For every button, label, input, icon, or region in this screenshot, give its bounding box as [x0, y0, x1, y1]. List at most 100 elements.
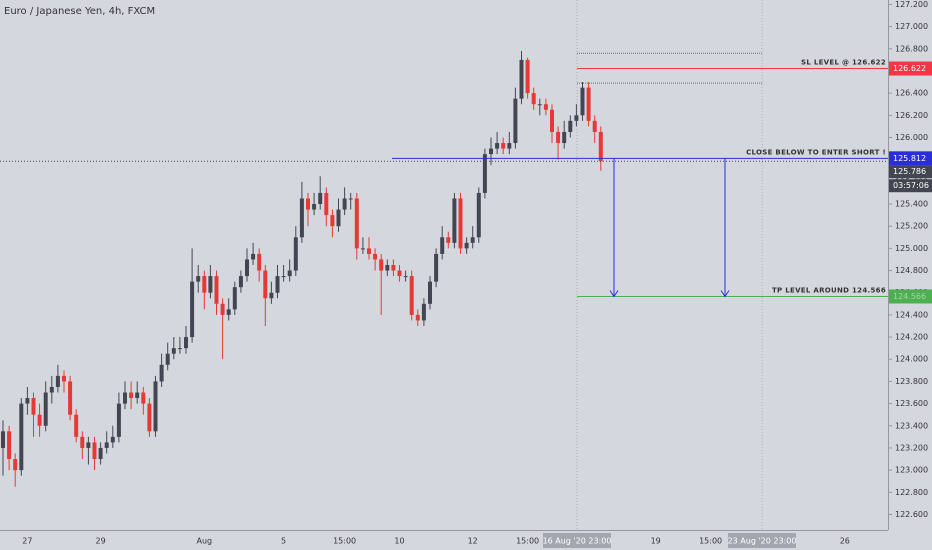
level-price-box: [889, 289, 932, 304]
y-tick-label: 122.600: [895, 510, 928, 519]
last-price-label: 125.786: [893, 167, 926, 176]
candle-body: [489, 148, 493, 155]
candle-body: [440, 237, 445, 254]
range-label: 16 Aug '20 23:00: [543, 537, 612, 546]
candle-body: [226, 309, 231, 315]
y-tick-label: 126.000: [895, 133, 928, 142]
x-tick-label: 15:00: [516, 537, 539, 546]
candle-body: [519, 59, 524, 99]
candle-body: [7, 431, 12, 460]
x-tick-label: 29: [96, 537, 106, 546]
arrow-head: [609, 290, 619, 298]
candle-body: [74, 414, 79, 437]
candle-body: [556, 131, 561, 144]
candle-body: [464, 242, 469, 249]
y-tick-label: 124.800: [895, 266, 928, 275]
y-tick-label: 124.400: [895, 310, 928, 319]
y-tick-label: 123.600: [895, 399, 928, 408]
level-price-label: 126.622: [893, 64, 926, 73]
level-price-label: 125.812: [893, 154, 926, 163]
candle-body: [415, 314, 420, 321]
level-label: CLOSE BELOW TO ENTER SHORT !: [746, 148, 886, 156]
y-tick-label: 123.400: [895, 421, 928, 430]
x-tick-label: 27: [22, 537, 32, 546]
candle-body: [373, 253, 378, 260]
candle-body: [49, 386, 54, 393]
candle-body: [37, 414, 42, 426]
last-price-box: [889, 165, 932, 179]
y-tick-label: 127.000: [895, 22, 928, 31]
candle-body: [458, 198, 463, 249]
candle-body: [562, 131, 567, 144]
candle-body: [470, 237, 475, 243]
level-label: TP LEVEL AROUND 124.566: [772, 286, 886, 294]
x-tick-label: 5: [281, 537, 286, 546]
candle-body: [275, 276, 280, 293]
candle-body: [92, 442, 97, 460]
level-price-box: [889, 61, 932, 76]
y-tick-label: 123.000: [895, 466, 928, 475]
candle-body: [513, 98, 518, 144]
candle-body: [257, 253, 262, 271]
candle-body: [336, 209, 341, 227]
x-tick-label: 12: [468, 537, 478, 546]
candle-body: [525, 59, 530, 94]
candle-body: [287, 270, 292, 277]
candle-body: [354, 198, 359, 249]
y-tick-label: 126.400: [895, 89, 928, 98]
candle-body: [550, 109, 554, 132]
candle-body: [13, 459, 18, 471]
candle-body: [123, 392, 127, 404]
candle-body: [482, 154, 487, 193]
candle-body: [379, 259, 384, 271]
candle-body: [293, 237, 298, 271]
candle-body: [263, 270, 268, 299]
candle-body: [165, 353, 170, 365]
candle-body: [403, 276, 408, 278]
level-price-box: [889, 151, 932, 166]
candle-body: [25, 398, 30, 404]
candle-body: [110, 436, 115, 443]
candle-body: [543, 104, 548, 110]
level-label: SL LEVEL @ 126.622: [801, 59, 886, 67]
y-tick-label: 125.400: [895, 200, 928, 209]
candle-body: [1, 431, 5, 448]
candle-body: [116, 403, 121, 437]
candle-body: [80, 436, 85, 448]
y-tick-label: 127.200: [895, 0, 928, 9]
candle-body: [196, 276, 201, 282]
y-tick-label: 122.800: [895, 488, 928, 497]
candle-body: [421, 303, 426, 321]
y-tick-label: 126.200: [895, 111, 928, 120]
candle-body: [86, 442, 91, 448]
y-tick-label: 125.000: [895, 244, 928, 253]
candle-body: [98, 447, 103, 460]
candle-body: [428, 281, 432, 304]
candle-body: [245, 259, 249, 277]
candle-body: [31, 398, 36, 415]
candle-body: [592, 120, 597, 132]
candle-body: [220, 303, 225, 315]
y-tick-label: 124.200: [895, 333, 928, 342]
candle-body: [232, 287, 237, 310]
y-tick-label: 126.800: [895, 44, 928, 53]
candle-body: [104, 442, 109, 448]
range-box: [728, 533, 796, 548]
x-tick-label: 10: [394, 537, 404, 546]
candle-body: [348, 198, 353, 200]
range-label: 23 Aug '20 23:00: [728, 537, 797, 546]
candle-body: [568, 120, 573, 132]
candle-body: [501, 143, 506, 149]
chart-title: Euro / Japanese Yen, 4h, FXCM: [4, 6, 155, 17]
candle-body: [19, 403, 24, 471]
candle-body: [342, 198, 347, 210]
candle-body: [531, 93, 536, 105]
candle-body: [434, 253, 439, 282]
candle-body: [269, 292, 274, 299]
candle-body: [55, 375, 60, 387]
candle-body: [153, 381, 158, 432]
candle-body: [208, 276, 213, 293]
x-tick-label: 15:00: [333, 537, 356, 546]
candle-body: [171, 348, 176, 354]
